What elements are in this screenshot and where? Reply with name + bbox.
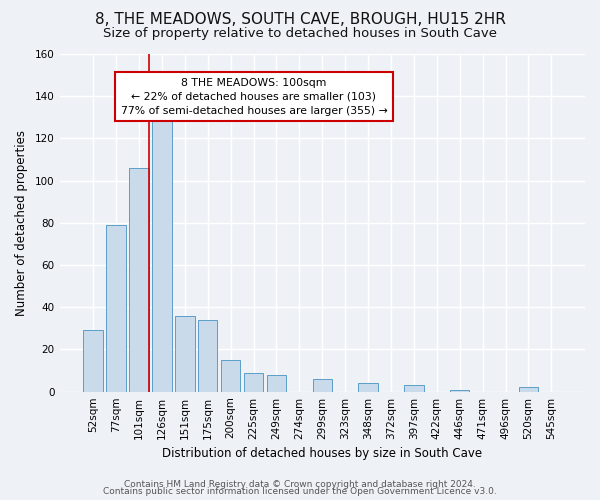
Bar [198, 320, 217, 392]
Bar [267, 375, 286, 392]
Bar [221, 360, 241, 392]
Text: Contains HM Land Registry data © Crown copyright and database right 2024.: Contains HM Land Registry data © Crown c… [124, 480, 476, 489]
Bar [129, 168, 149, 392]
Bar [83, 330, 103, 392]
Text: 8, THE MEADOWS, SOUTH CAVE, BROUGH, HU15 2HR: 8, THE MEADOWS, SOUTH CAVE, BROUGH, HU15… [95, 12, 505, 28]
Text: Size of property relative to detached houses in South Cave: Size of property relative to detached ho… [103, 27, 497, 40]
Bar [244, 372, 263, 392]
Bar [106, 225, 126, 392]
Text: 8 THE MEADOWS: 100sqm
← 22% of detached houses are smaller (103)
77% of semi-det: 8 THE MEADOWS: 100sqm ← 22% of detached … [121, 78, 388, 116]
Bar [404, 386, 424, 392]
Bar [175, 316, 194, 392]
X-axis label: Distribution of detached houses by size in South Cave: Distribution of detached houses by size … [162, 447, 482, 460]
Bar [358, 383, 378, 392]
Y-axis label: Number of detached properties: Number of detached properties [15, 130, 28, 316]
Bar [313, 379, 332, 392]
Bar [519, 388, 538, 392]
Bar [450, 390, 469, 392]
Text: Contains public sector information licensed under the Open Government Licence v3: Contains public sector information licen… [103, 488, 497, 496]
Bar [152, 118, 172, 392]
